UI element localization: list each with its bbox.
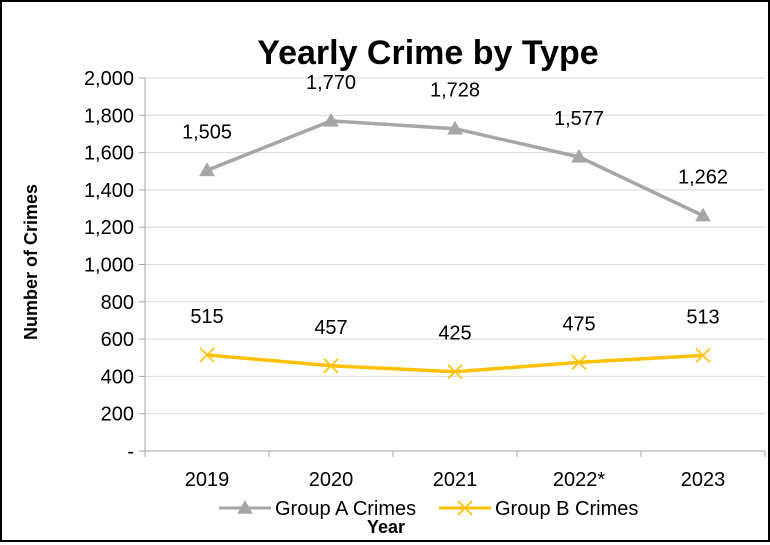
legend-label: Group B Crimes (495, 498, 638, 520)
marker-stroke (199, 347, 215, 363)
x-tick-label: 2019 (185, 469, 230, 491)
x-tick-label: 2022* (553, 469, 605, 491)
y-tick-label: 200 (101, 404, 134, 426)
data-point (695, 207, 711, 222)
data-point (199, 162, 215, 177)
marker-stroke (323, 358, 339, 374)
data-label: 457 (314, 317, 347, 339)
series-line-group-b (206, 353, 704, 374)
y-tick-label: 2,000 (84, 68, 134, 90)
y-tick-label: 800 (101, 292, 134, 314)
x-axis-title: Year (367, 517, 405, 537)
gridlines (145, 77, 765, 415)
y-tick-label: - (127, 441, 134, 463)
marker-stroke (457, 500, 473, 516)
data-label: 475 (562, 313, 595, 335)
y-tick-label: 600 (101, 329, 134, 351)
legend-label: Group A Crimes (275, 498, 416, 520)
data-point (323, 112, 339, 127)
data-point (447, 120, 463, 135)
data-point (323, 358, 339, 374)
x-tick-label: 2020 (309, 469, 354, 491)
data-point (199, 347, 215, 363)
y-tick-label: 1,800 (84, 105, 134, 127)
y-tick-label: 1,200 (84, 217, 134, 239)
series-group (199, 112, 711, 380)
marker-stroke (447, 364, 463, 380)
data-label: 515 (190, 306, 223, 328)
data-label: 1,770 (306, 72, 356, 94)
data-label: 1,728 (430, 80, 480, 102)
x-tick-label: 2021 (433, 469, 478, 491)
y-axis-ticks: - 200 400 600 800 1,000 1,200 1,400 1,600 1,800 2,… (84, 68, 145, 463)
data-label: 1,262 (678, 167, 728, 189)
data-point (447, 364, 463, 380)
data-label: 425 (438, 323, 471, 345)
marker-stroke (695, 347, 711, 363)
data-labels: 1,505 1,770 1,728 1,577 1,262 515 457 425 475 513 (182, 72, 728, 345)
y-tick-label: 1,000 (84, 255, 134, 277)
chart-title: Yearly Crime by Type (257, 34, 598, 72)
legend: Group A Crimes Group B Crimes (219, 498, 638, 520)
y-axis-title: Number of Crimes (21, 184, 41, 340)
y-tick-label: 1,400 (84, 180, 134, 202)
marker-stroke (571, 354, 587, 370)
data-label: 513 (686, 306, 719, 328)
legend-marker (457, 500, 473, 516)
data-label: 1,505 (182, 121, 232, 143)
data-point (695, 347, 711, 363)
series-line-group-a (206, 119, 704, 218)
legend-marker (237, 499, 253, 514)
data-point (571, 354, 587, 370)
data-label: 1,577 (554, 108, 604, 130)
y-tick-label: 400 (101, 366, 134, 388)
x-tick-label: 2023 (681, 469, 726, 491)
x-axis-ticks: 2019 2020 2021 2022* 2023 (144, 451, 766, 491)
y-tick-label: 1,600 (84, 143, 134, 165)
data-point (571, 148, 587, 163)
